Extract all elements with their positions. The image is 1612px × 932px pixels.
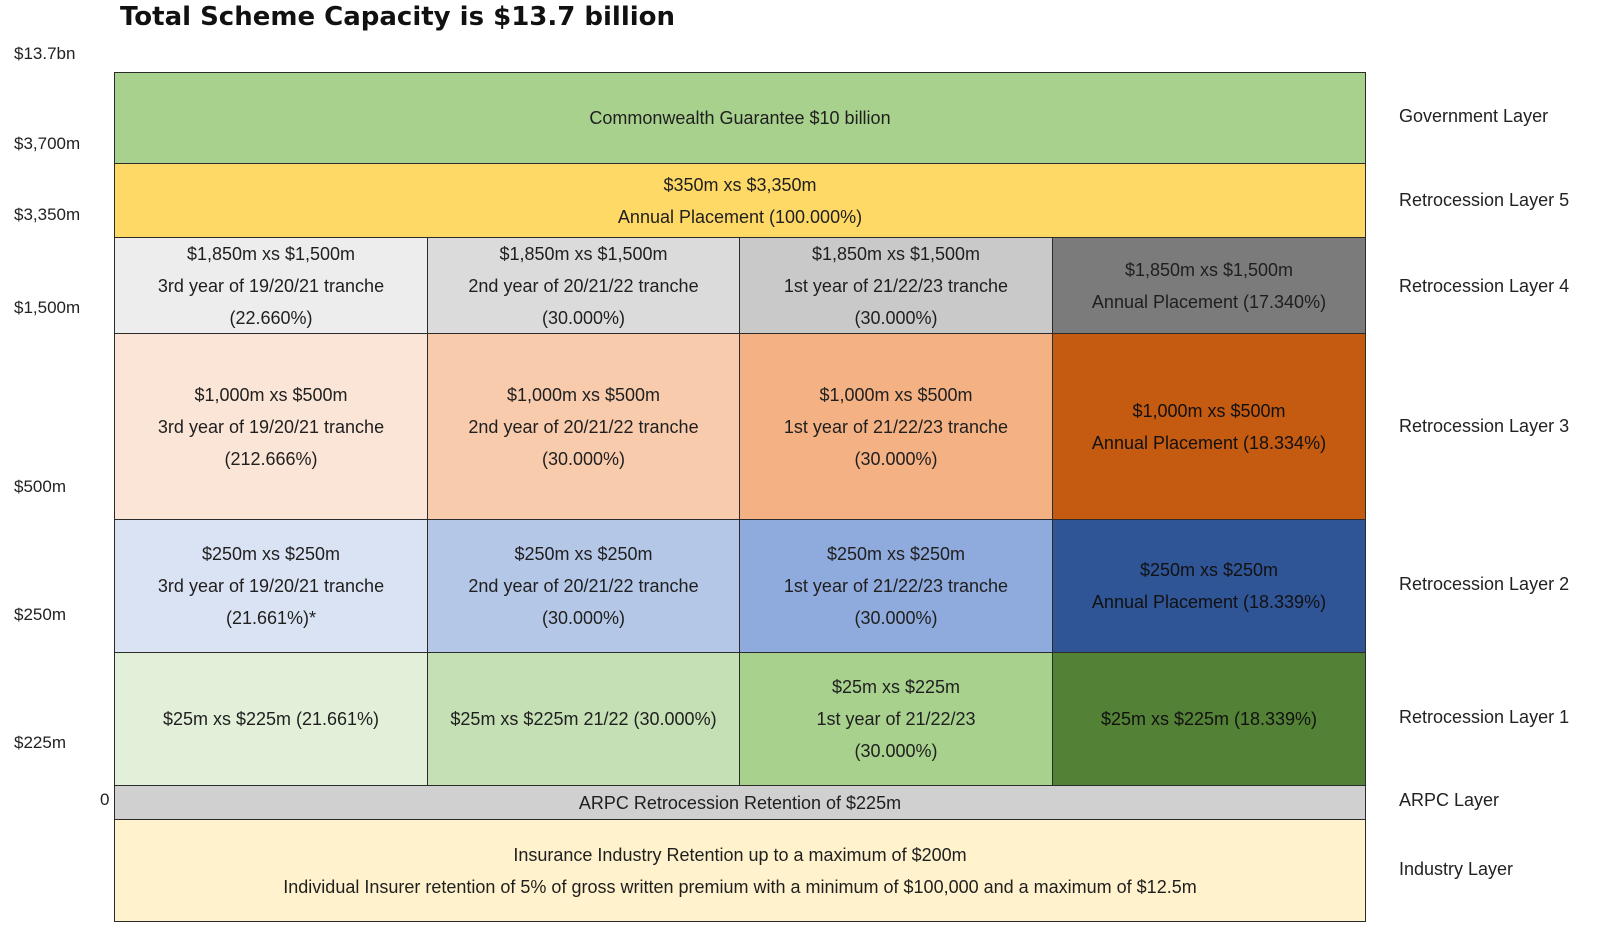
cell-line1: $250m xs $250m — [826, 544, 966, 564]
industry-line1: Insurance Industry Retention up to a max… — [513, 844, 967, 865]
cell-line1: $1,000m xs $500m — [1132, 400, 1286, 421]
y-label-500m: $500m — [14, 477, 66, 496]
cell-line2: 1st year of 21/22/23 tranche — [783, 416, 1009, 437]
government-layer-cell: Commonwealth Guarantee $10 billion — [114, 72, 1366, 164]
layer1-cell-1: $25m xs $225m (21.661%) — [114, 652, 428, 786]
cell-line1: $1,000m xs $500m — [194, 384, 348, 405]
y-label-3700m: $3,700m — [14, 134, 81, 153]
cell-line1: $1,000m xs $500m — [819, 384, 973, 405]
y-label-3350m: $3,350m — [14, 205, 81, 224]
cell-line1: $25m xs $225m — [831, 677, 961, 697]
arpc-text: ARPC Retrocession Retention of $225m — [578, 792, 902, 813]
cell-line2: 1st year of 21/22/23 tranche — [783, 275, 1009, 296]
y-label-1500m: $1,500m — [14, 298, 81, 317]
layer2-cell-1: $250m xs $250m 3rd year of 19/20/21 tran… — [114, 519, 428, 653]
layer3-cell-4: $1,000m xs $500m Annual Placement (18.33… — [1052, 333, 1366, 520]
layer2-cell-3: $250m xs $250m 1st year of 21/22/23 tran… — [739, 519, 1053, 653]
cell-line2: 2nd year of 20/21/22 tranche — [468, 275, 699, 296]
cell-line2: 2nd year of 20/21/22 tranche — [468, 576, 699, 596]
cell-line1: $1,850m xs $1,500m — [1124, 259, 1294, 280]
row-label-arpc: ARPC Layer — [1399, 790, 1500, 810]
industry-line2: Individual Insurer retention of 5% of gr… — [283, 876, 1197, 897]
cell-line2: 3rd year of 19/20/21 tranche — [157, 275, 385, 296]
cell-line1: $1,850m xs $1,500m — [186, 243, 356, 264]
cell-line1: $250m xs $250m — [201, 544, 341, 564]
row-label-layer4: Retrocession Layer 4 — [1399, 276, 1570, 296]
cell-line1: $25m xs $225m (18.339%) — [1100, 709, 1318, 729]
layer1-cell-2: $25m xs $225m 21/22 (30.000%) — [427, 652, 740, 786]
cell-line1: $1,850m xs $1,500m — [811, 243, 981, 264]
layer4-cell-4: $1,850m xs $1,500m Annual Placement (17.… — [1052, 237, 1366, 334]
cell-line3: (212.666%) — [224, 448, 318, 469]
cell-line3: (30.000%) — [854, 307, 938, 328]
layer1-cell-3: $25m xs $225m 1st year of 21/22/23 (30.0… — [739, 652, 1053, 786]
row-label-layer5: Retrocession Layer 5 — [1399, 190, 1570, 210]
layer1-cell-4: $25m xs $225m (18.339%) — [1052, 652, 1366, 786]
cell-line3: (30.000%) — [541, 448, 626, 469]
cell-line3: (30.000%) — [541, 608, 626, 628]
cell-line3: (22.660%) — [229, 307, 313, 328]
row-label-layer2: Retrocession Layer 2 — [1399, 574, 1570, 594]
y-label-13-7bn: $13.7bn — [14, 44, 76, 63]
cell-line2: 1st year of 21/22/23 tranche — [783, 576, 1009, 596]
cell-line1: $1,000m xs $500m — [506, 384, 661, 405]
row-label-layer1: Retrocession Layer 1 — [1399, 707, 1570, 727]
cell-line2: 3rd year of 19/20/21 tranche — [157, 416, 385, 437]
cell-line1: $1,850m xs $1,500m — [499, 243, 668, 264]
layer4-cell-1: $1,850m xs $1,500m 3rd year of 19/20/21 … — [114, 237, 428, 334]
y-label-250m: $250m — [14, 605, 66, 624]
cell-line2: 2nd year of 20/21/22 tranche — [468, 416, 699, 437]
arpc-layer-cell: ARPC Retrocession Retention of $225m — [114, 785, 1366, 820]
cell-line1: $25m xs $225m (21.661%) — [162, 709, 380, 729]
cell-line3: (30.000%) — [854, 608, 938, 628]
row-label-government: Government Layer — [1399, 106, 1549, 126]
industry-layer-cell: Insurance Industry Retention up to a max… — [114, 819, 1366, 922]
layer4-cell-2: $1,850m xs $1,500m 2nd year of 20/21/22 … — [427, 237, 740, 334]
cell-line3: (30.000%) — [854, 448, 938, 469]
layer2-cell-2: $250m xs $250m 2nd year of 20/21/22 tran… — [427, 519, 740, 653]
layer5-line1: $350m xs $3,350m — [663, 174, 817, 195]
cell-line2: 1st year of 21/22/23 — [816, 709, 976, 729]
layer5-cell: $350m xs $3,350m Annual Placement (100.0… — [114, 163, 1366, 238]
government-text: Commonwealth Guarantee $10 billion — [589, 108, 891, 128]
cell-line2: Annual Placement (18.339%) — [1091, 592, 1327, 612]
chart-title: Total Scheme Capacity is $13.7 billion — [120, 2, 676, 32]
cell-line2: 3rd year of 19/20/21 tranche — [157, 576, 385, 596]
y-label-zero: 0 — [100, 790, 110, 809]
row-label-industry: Industry Layer — [1399, 859, 1514, 879]
layer3-cell-3: $1,000m xs $500m 1st year of 21/22/23 tr… — [739, 333, 1053, 520]
cell-line1: $250m xs $250m — [514, 544, 653, 564]
cell-line2: Annual Placement (18.334%) — [1091, 432, 1327, 453]
cell-line1: $25m xs $225m 21/22 (30.000%) — [450, 709, 717, 729]
layer2-cell-4: $250m xs $250m Annual Placement (18.339%… — [1052, 519, 1366, 653]
cell-line2: Annual Placement (17.340%) — [1091, 291, 1327, 312]
layer3-cell-2: $1,000m xs $500m 2nd year of 20/21/22 tr… — [427, 333, 740, 520]
y-label-225m: $225m — [14, 733, 66, 752]
cell-line3: (30.000%) — [854, 741, 938, 761]
row-label-layer3: Retrocession Layer 3 — [1399, 416, 1570, 436]
cell-line3: (30.000%) — [541, 307, 626, 328]
layer3-cell-1: $1,000m xs $500m 3rd year of 19/20/21 tr… — [114, 333, 428, 520]
layer5-line2: Annual Placement (100.000%) — [617, 206, 863, 227]
layer4-cell-3: $1,850m xs $1,500m 1st year of 21/22/23 … — [739, 237, 1053, 334]
cell-line1: $250m xs $250m — [1139, 560, 1279, 580]
cell-line3: (21.661%)* — [225, 608, 317, 628]
